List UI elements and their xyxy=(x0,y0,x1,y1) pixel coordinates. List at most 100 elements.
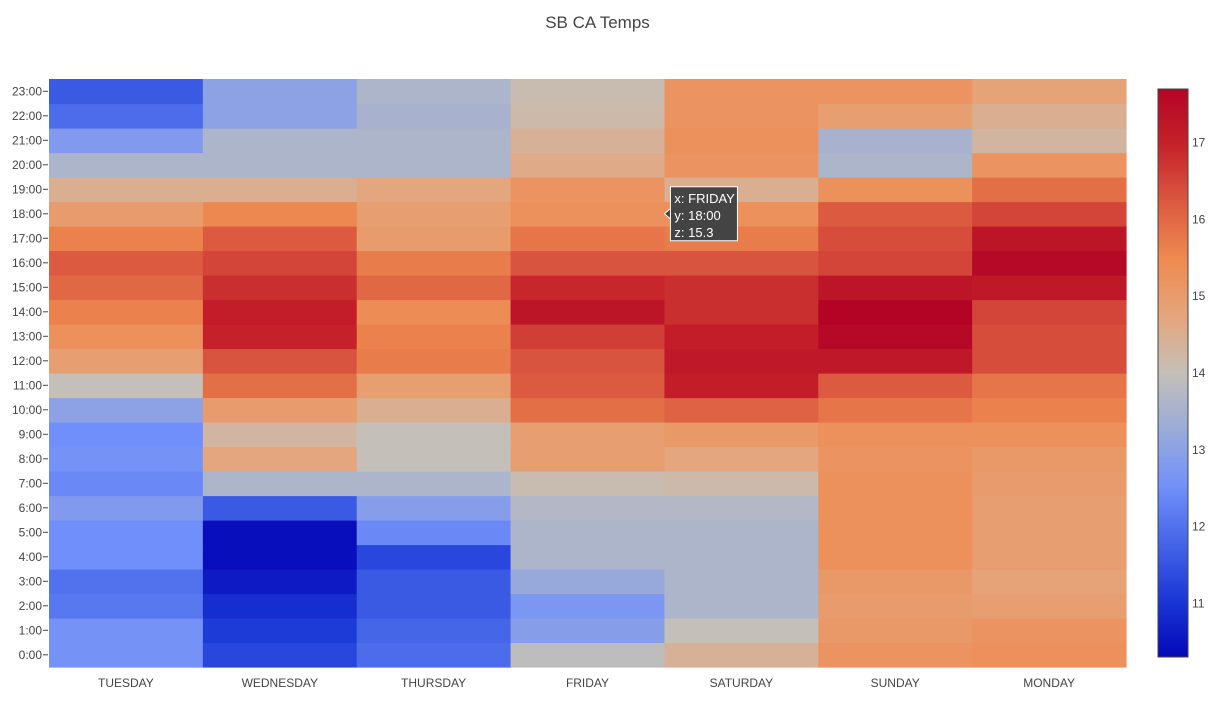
heatmap-cell[interactable] xyxy=(49,79,204,105)
heatmap-cell[interactable] xyxy=(972,544,1127,570)
heatmap-cell[interactable] xyxy=(202,471,358,497)
heatmap-cell[interactable] xyxy=(510,324,666,350)
heatmap-cell[interactable] xyxy=(356,177,512,203)
heatmap-cell[interactable] xyxy=(202,373,358,399)
heatmap-cell[interactable] xyxy=(818,593,973,619)
heatmap-cell[interactable] xyxy=(356,226,512,252)
heatmap-cell[interactable] xyxy=(818,544,973,570)
heatmap-cell[interactable] xyxy=(818,495,973,521)
heatmap-cell[interactable] xyxy=(664,128,819,154)
heatmap-cell[interactable] xyxy=(202,618,358,644)
heatmap-cell[interactable] xyxy=(818,324,973,350)
heatmap-cell[interactable] xyxy=(972,103,1127,129)
heatmap-cell[interactable] xyxy=(202,569,358,595)
heatmap-cell[interactable] xyxy=(356,201,512,227)
heatmap-cell[interactable] xyxy=(202,324,358,350)
heatmap-cell[interactable] xyxy=(510,250,666,276)
heatmap-cell[interactable] xyxy=(818,201,973,227)
heatmap-cell[interactable] xyxy=(49,152,204,178)
heatmap-cell[interactable] xyxy=(972,275,1127,301)
heatmap-cell[interactable] xyxy=(510,397,666,423)
heatmap-cell[interactable] xyxy=(664,79,819,105)
heatmap-cell[interactable] xyxy=(202,201,358,227)
heatmap-cell[interactable] xyxy=(664,495,819,521)
heatmap-cell[interactable] xyxy=(510,152,666,178)
heatmap-cell[interactable] xyxy=(356,324,512,350)
heatmap-cell[interactable] xyxy=(356,250,512,276)
heatmap-cell[interactable] xyxy=(972,495,1127,521)
heatmap-cell[interactable] xyxy=(356,373,512,399)
heatmap-cell[interactable] xyxy=(972,128,1127,154)
heatmap-cell[interactable] xyxy=(49,201,204,227)
heatmap-cell[interactable] xyxy=(510,348,666,374)
heatmap-cell[interactable] xyxy=(510,299,666,325)
heatmap-cell[interactable] xyxy=(972,397,1127,423)
heatmap-cell[interactable] xyxy=(202,593,358,619)
heatmap-cell[interactable] xyxy=(49,250,204,276)
heatmap-cell[interactable] xyxy=(664,348,819,374)
heatmap-cell[interactable] xyxy=(972,422,1127,448)
heatmap-cell[interactable] xyxy=(202,422,358,448)
heatmap-cell[interactable] xyxy=(818,103,973,129)
heatmap-cell[interactable] xyxy=(49,177,204,203)
heatmap-cell[interactable] xyxy=(49,593,204,619)
heatmap-cell[interactable] xyxy=(664,569,819,595)
heatmap-cell[interactable] xyxy=(356,446,512,472)
heatmap-cell[interactable] xyxy=(202,128,358,154)
heatmap-cell[interactable] xyxy=(49,348,204,374)
heatmap-cell[interactable] xyxy=(972,471,1127,497)
heatmap-cell[interactable] xyxy=(49,495,204,521)
heatmap-cell[interactable] xyxy=(356,618,512,644)
heatmap-cell[interactable] xyxy=(664,618,819,644)
heatmap-cell[interactable] xyxy=(510,275,666,301)
heatmap-cell[interactable] xyxy=(818,299,973,325)
heatmap-cell[interactable] xyxy=(356,275,512,301)
heatmap-cell[interactable] xyxy=(510,520,666,546)
heatmap-cell[interactable] xyxy=(972,226,1127,252)
heatmap-cell[interactable] xyxy=(202,226,358,252)
heatmap-cell[interactable] xyxy=(664,275,819,301)
heatmap-cell[interactable] xyxy=(972,250,1127,276)
heatmap-cell[interactable] xyxy=(510,544,666,570)
heatmap-cell[interactable] xyxy=(664,250,819,276)
heatmap-cell[interactable] xyxy=(356,520,512,546)
heatmap-cell[interactable] xyxy=(202,544,358,570)
heatmap-cell[interactable] xyxy=(510,642,666,668)
heatmap-cell[interactable] xyxy=(972,177,1127,203)
heatmap-cell[interactable] xyxy=(49,103,204,129)
heatmap-cell[interactable] xyxy=(818,373,973,399)
heatmap-cell[interactable] xyxy=(510,103,666,129)
heatmap-cell[interactable] xyxy=(972,373,1127,399)
heatmap-cell[interactable] xyxy=(664,544,819,570)
heatmap-cell[interactable] xyxy=(356,422,512,448)
heatmap-cell[interactable] xyxy=(972,79,1127,105)
heatmap-cell[interactable] xyxy=(818,177,973,203)
heatmap-cell[interactable] xyxy=(818,520,973,546)
heatmap-cell[interactable] xyxy=(202,299,358,325)
heatmap-cell[interactable] xyxy=(510,495,666,521)
heatmap-cell[interactable] xyxy=(818,348,973,374)
heatmap-cell[interactable] xyxy=(202,79,358,105)
heatmap-cell[interactable] xyxy=(664,373,819,399)
heatmap-cell[interactable] xyxy=(818,397,973,423)
heatmap-cell[interactable] xyxy=(664,593,819,619)
heatmap-cell[interactable] xyxy=(356,79,512,105)
heatmap-cell[interactable] xyxy=(664,520,819,546)
heatmap-cell[interactable] xyxy=(818,422,973,448)
heatmap-cell[interactable] xyxy=(356,152,512,178)
heatmap-cell[interactable] xyxy=(202,642,358,668)
heatmap-cell[interactable] xyxy=(664,324,819,350)
heatmap-cell[interactable] xyxy=(818,250,973,276)
heatmap-cell[interactable] xyxy=(49,397,204,423)
heatmap-cell[interactable] xyxy=(49,324,204,350)
heatmap-cell[interactable] xyxy=(510,201,666,227)
heatmap-cell[interactable] xyxy=(972,520,1127,546)
heatmap-cell[interactable] xyxy=(664,642,819,668)
heatmap-cell[interactable] xyxy=(202,275,358,301)
heatmap-cell[interactable] xyxy=(356,642,512,668)
heatmap-cell[interactable] xyxy=(202,397,358,423)
heatmap-cell[interactable] xyxy=(972,642,1127,668)
heatmap-cell[interactable] xyxy=(356,471,512,497)
heatmap-cell[interactable] xyxy=(49,299,204,325)
